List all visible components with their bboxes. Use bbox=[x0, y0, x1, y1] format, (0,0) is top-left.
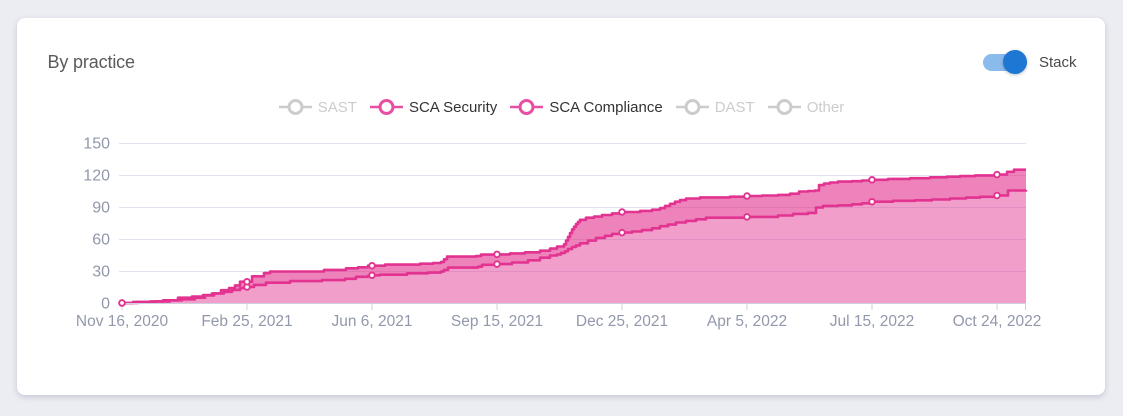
svg-text:Apr 5, 2022: Apr 5, 2022 bbox=[707, 313, 787, 330]
svg-text:90: 90 bbox=[92, 200, 110, 217]
svg-text:120: 120 bbox=[83, 168, 110, 185]
svg-text:150: 150 bbox=[83, 136, 110, 153]
svg-text:Jul 15, 2022: Jul 15, 2022 bbox=[830, 313, 914, 330]
svg-text:Jun 6, 2021: Jun 6, 2021 bbox=[331, 313, 412, 330]
svg-text:60: 60 bbox=[92, 232, 110, 249]
svg-text:0: 0 bbox=[101, 296, 110, 313]
svg-text:Feb 25, 2021: Feb 25, 2021 bbox=[201, 313, 292, 330]
svg-text:Oct 24, 2022: Oct 24, 2022 bbox=[953, 313, 1042, 330]
svg-text:Dec 25, 2021: Dec 25, 2021 bbox=[576, 313, 668, 330]
svg-text:Nov 16, 2020: Nov 16, 2020 bbox=[76, 313, 169, 330]
svg-text:Sep 15, 2021: Sep 15, 2021 bbox=[451, 313, 543, 330]
svg-text:30: 30 bbox=[92, 264, 110, 281]
